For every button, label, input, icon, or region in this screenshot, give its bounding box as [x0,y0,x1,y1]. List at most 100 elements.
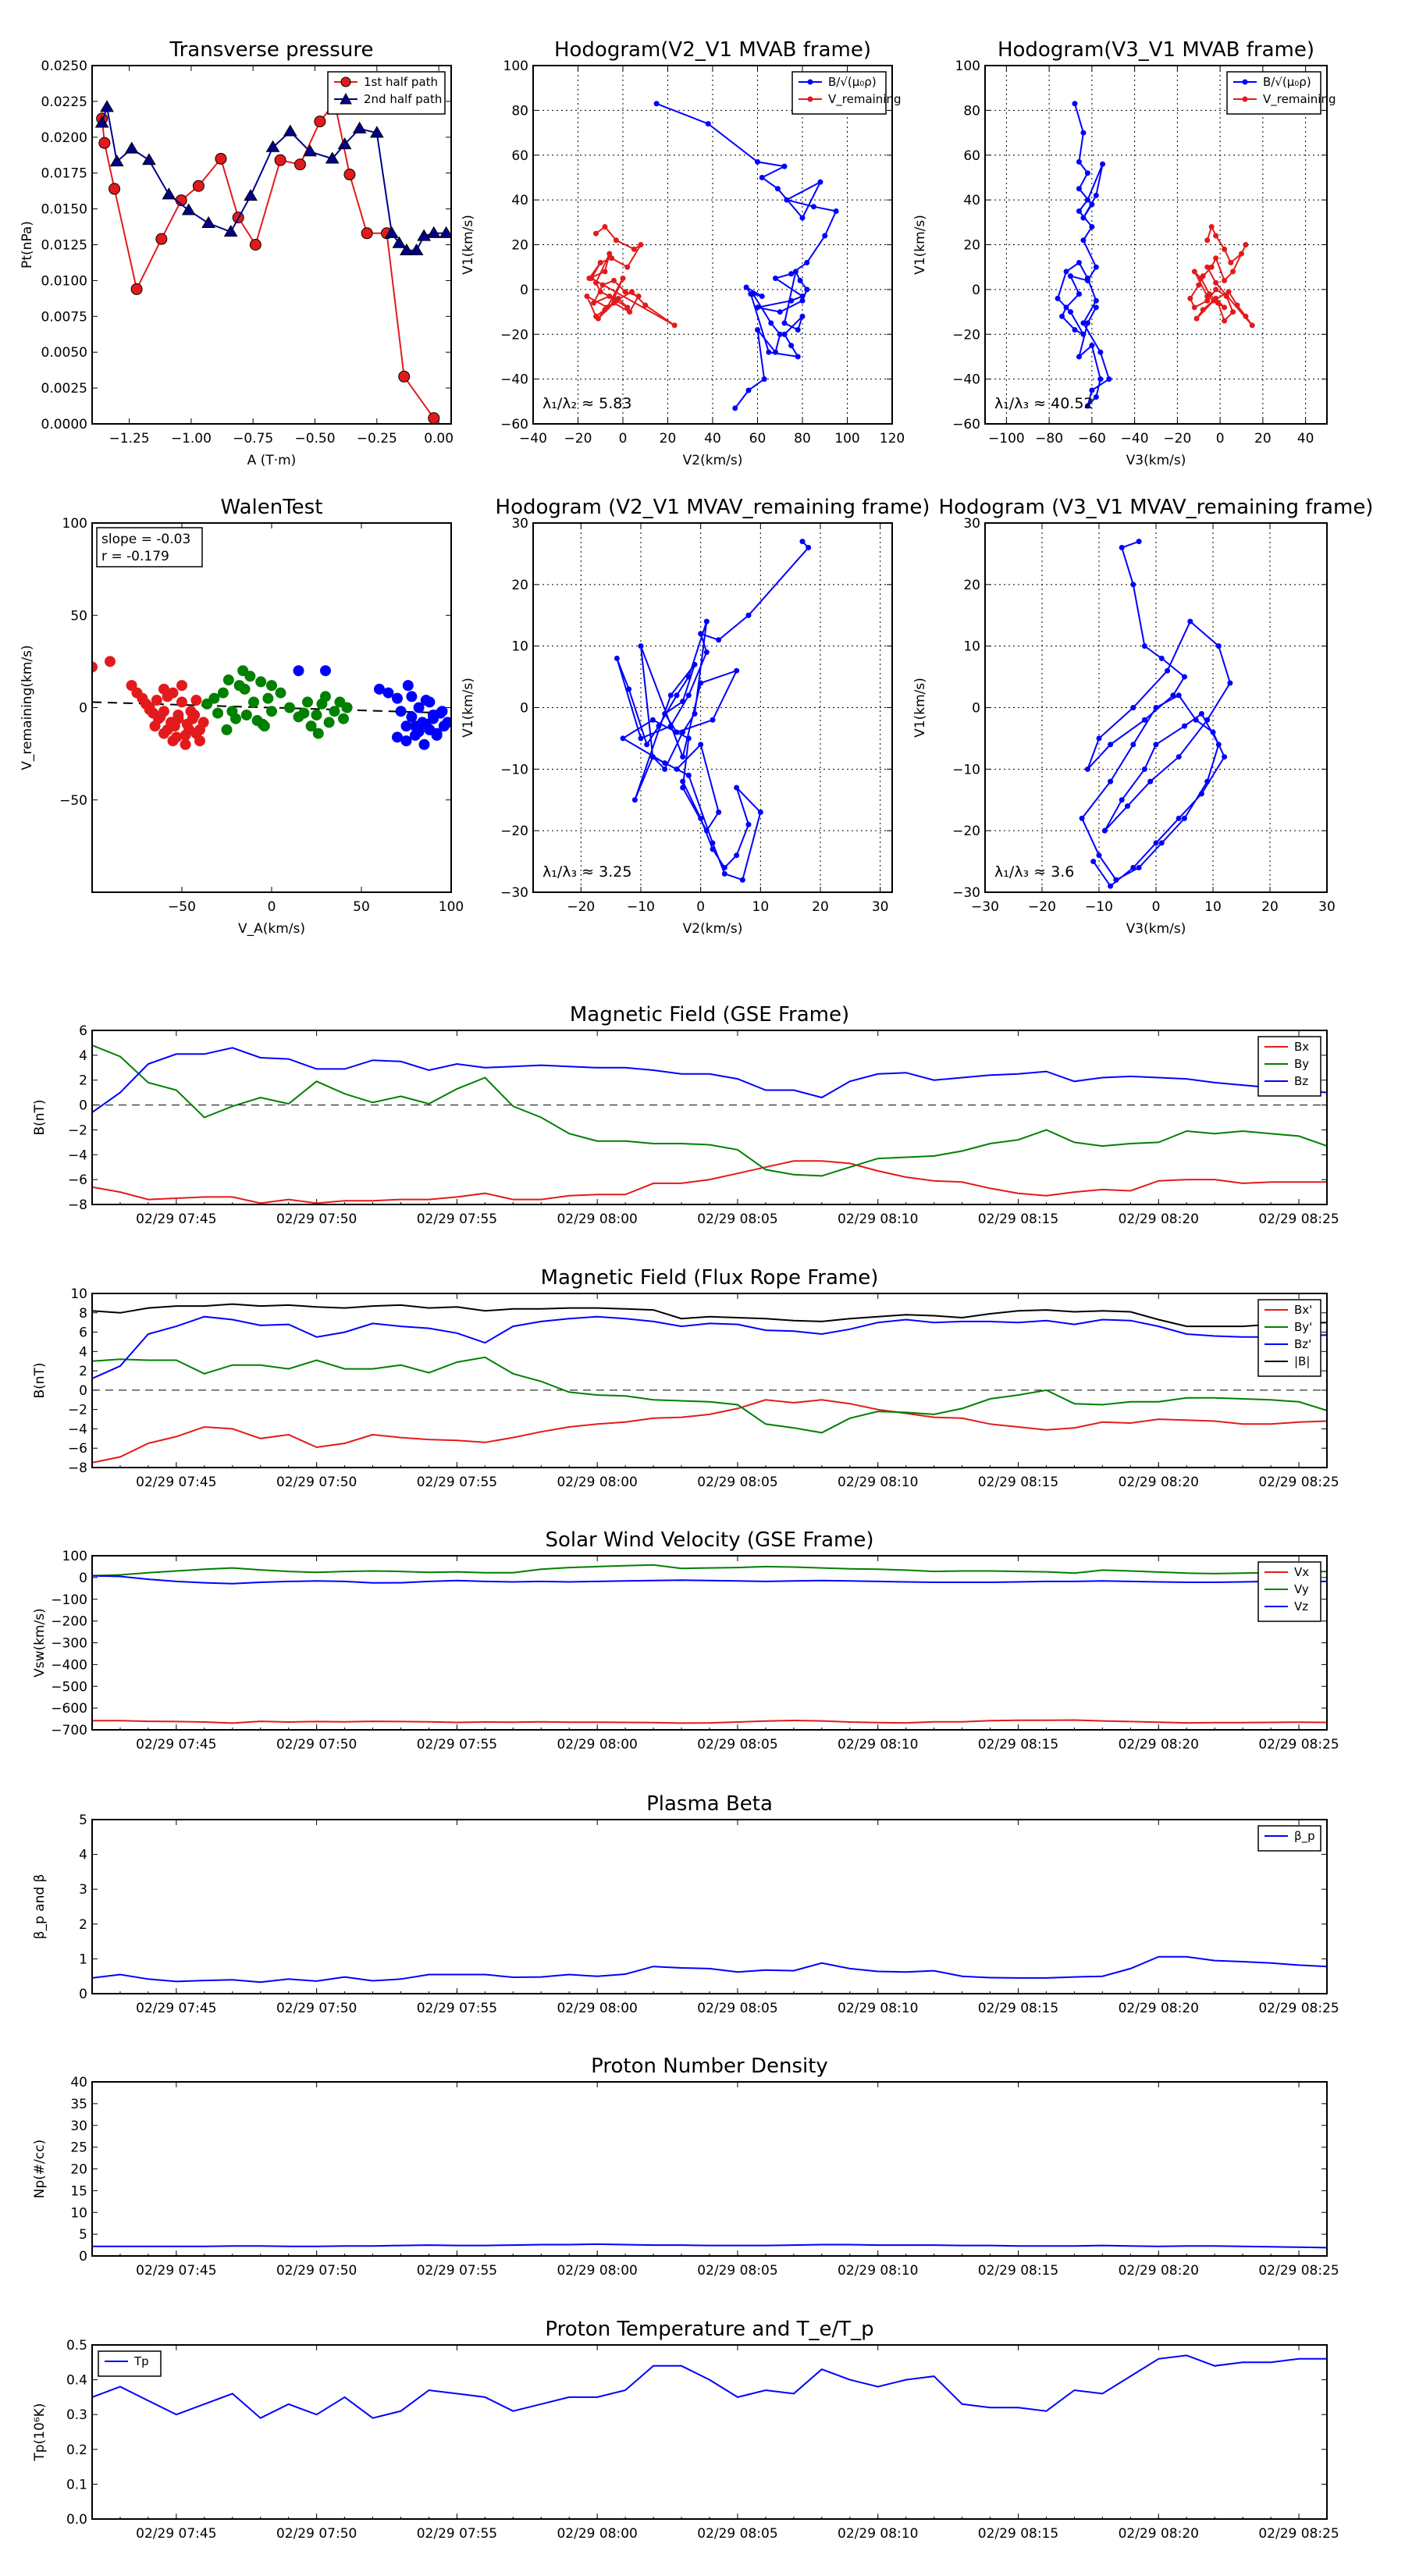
data-point [1215,742,1222,748]
data-point [804,259,810,265]
data-point [98,137,111,149]
y-tick-label: −20 [500,327,528,343]
data-point [685,692,692,699]
data-point [130,283,143,295]
series-line [92,1955,1327,1984]
x-tick-label: 40 [1297,431,1314,447]
series-line [1080,540,1231,888]
data-point [352,121,367,133]
data-point [248,696,259,708]
data-point [792,269,799,275]
x-tick-label: 100 [834,431,859,447]
y-tick-label: 20 [511,238,528,254]
data-point [1204,264,1211,270]
data-point [759,174,765,180]
data-point [1187,618,1193,624]
y-tick-label: −10 [952,762,980,777]
data-point [614,655,620,661]
x-tick-label: 30 [1318,899,1336,915]
data-point [369,126,384,138]
data-point [1200,307,1206,313]
data-point [1072,101,1078,107]
data-point [1130,742,1136,748]
y-axis-label: V1(km/s) [912,678,928,738]
series-1st half path [96,97,440,424]
data-point [418,738,430,750]
y-tick-label: 10 [511,639,528,655]
chart-title: Hodogram(V3_V1 MVAB frame) [998,38,1314,62]
data-point [810,204,816,210]
series-line [92,2354,1327,2419]
x-tick-label: 02/29 08:15 [978,1737,1058,1752]
data-point [400,735,412,747]
chart-title: Magnetic Field (Flux Rope Frame) [541,1266,879,1290]
chart-title: Plasma Beta [646,1792,773,1816]
y-tick-label: 2 [79,1364,87,1379]
data-point [1096,735,1102,742]
data-point [642,302,649,308]
y-tick-label: 3 [79,1882,87,1898]
legend: Bx' By' Bz' |B| [1257,1299,1321,1377]
y-tick-label: −6 [68,1172,87,1188]
y-tick-label: 0 [972,283,980,298]
y-tick-label: 0.4 [66,2373,87,2389]
data-point [734,785,740,791]
y-tick-label: 2 [79,1073,87,1089]
data-point [799,293,806,299]
data-point [1227,680,1233,686]
chart-h3: Hodogram (V2_V1 MVAV_remaining frame) −30… [461,496,930,937]
chart-wt: WalenTest −50 0 50 100 −50 0 50 100 V_A(km/s) V_re… [20,496,464,937]
data-point [1222,304,1228,311]
data-point [755,158,760,165]
data-point [400,243,414,255]
data-point [1213,255,1219,262]
data-point [1153,840,1159,846]
series-line [92,1303,1327,1328]
y-tick-label: 6 [79,1325,87,1341]
y-tick-label: 10 [70,2205,87,2221]
data-point [431,729,443,741]
data-point [1215,643,1222,649]
data-point [745,821,752,827]
y-tick-label: −200 [51,1614,87,1630]
chart-title: Hodogram (V3_V1 MVAV_remaining frame) [939,496,1374,519]
data-point [1147,778,1154,785]
x-tick-label: 02/29 08:25 [1258,1212,1339,1227]
eigenvalue-ratio: λ₁/λ₃ ≈ 3.6 [994,863,1074,881]
x-tick-label: 02/29 08:05 [697,2263,777,2279]
series-line [656,102,838,409]
data-point [606,251,613,257]
y-axis-label: B(nT) [32,1099,48,1135]
y-tick-label: 30 [963,516,980,532]
data-point [142,153,156,165]
data-point [1191,304,1197,311]
x-tick-label: 02/29 08:20 [1119,2526,1199,2542]
legend-label: V_remaining [828,92,902,107]
y-tick-label: 0 [79,1383,87,1399]
data-point [223,224,238,237]
y-tick-label: 80 [511,103,528,119]
x-tick-label: 02/29 08:15 [978,2263,1058,2279]
series-Bx' [92,1399,1327,1464]
data-point [1239,251,1244,257]
chart-bgse: Magnetic Field (GSE Frame) −8 −6 −4 −2 0 2 4 6 02… [32,1003,1339,1227]
data-point [1084,276,1090,282]
y-tick-label: 35 [70,2097,87,2112]
data-point [266,680,277,692]
data-point [1197,276,1204,282]
x-tick-label: −20 [1163,431,1191,447]
data-point [584,293,590,299]
x-tick-label: −40 [519,431,547,447]
data-point [126,680,137,692]
y-tick-label: 0.1 [66,2477,87,2492]
data-point [244,671,256,682]
data-point [635,293,642,299]
data-point [1228,259,1234,265]
y-tick-label: 60 [963,148,980,164]
y-axis-label: V1(km/s) [461,215,476,275]
data-point [1076,186,1082,192]
legend: B/√(μ₀ρ) V_remaining [791,71,902,115]
chart-h2: Hodogram(V3_V1 MVAB frame) −60 −40 −20 0 20 40… [912,38,1336,468]
y-tick-label: 10 [70,1286,87,1302]
data-point [680,754,686,760]
